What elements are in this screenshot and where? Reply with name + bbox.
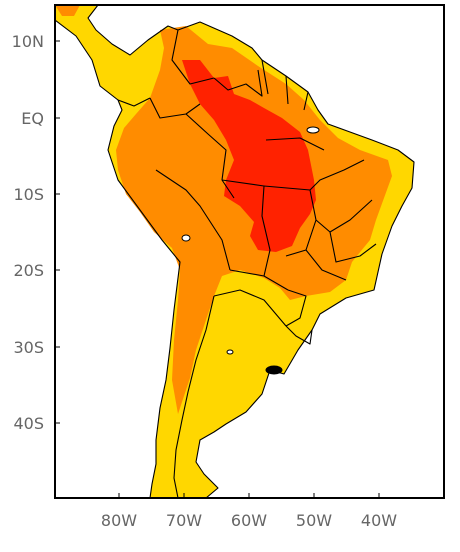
lat-ticks: [55, 40, 60, 424]
lon-label-50w: 50W: [296, 511, 332, 530]
lat-label-10n: 10N: [12, 32, 44, 51]
lon-ticks: [118, 493, 380, 498]
lake-titicaca: [181, 234, 191, 242]
island-marajo: [306, 126, 320, 134]
border-bolivia-paraguay: [229, 269, 289, 291]
lat-label-eq: EQ: [21, 109, 44, 128]
lake-patos: [265, 365, 283, 375]
lon-label-70w: 70W: [166, 511, 202, 530]
map-layers: [55, 5, 415, 498]
border-peru-bolivia: [155, 169, 231, 271]
border-paraguay-brazil: [285, 289, 307, 327]
lat-label-10s: 10S: [13, 185, 44, 204]
lat-label-40s: 40S: [13, 414, 44, 433]
border-brazil-states: [263, 137, 377, 281]
border-argentina-bolivia: [213, 289, 287, 327]
coastline-west: [55, 19, 181, 498]
border-colombia-peru: [149, 97, 201, 119]
border-colombia-venezuela: [171, 29, 215, 85]
lat-label-30s: 30S: [13, 338, 44, 357]
lon-label-60w: 60W: [231, 511, 267, 530]
border-venezuela-brazil: [213, 69, 263, 97]
border-bolivia-brazil: [221, 179, 271, 277]
border-colombia-ecuador: [117, 97, 151, 107]
lon-label-40w: 40W: [361, 511, 397, 530]
country-borders: [55, 5, 415, 498]
border-uruguay: [285, 325, 313, 345]
border-guianas: [261, 59, 309, 111]
land-high-region: [182, 60, 316, 252]
land-mid-region: [55, 5, 392, 414]
border-peru-brazil: [185, 113, 235, 199]
border-argentina-chile: [173, 295, 215, 498]
lon-label-80w: 80W: [101, 511, 137, 530]
island-falklands: [226, 349, 234, 355]
coastline: [87, 5, 415, 498]
lat-label-20s: 20S: [13, 261, 44, 280]
